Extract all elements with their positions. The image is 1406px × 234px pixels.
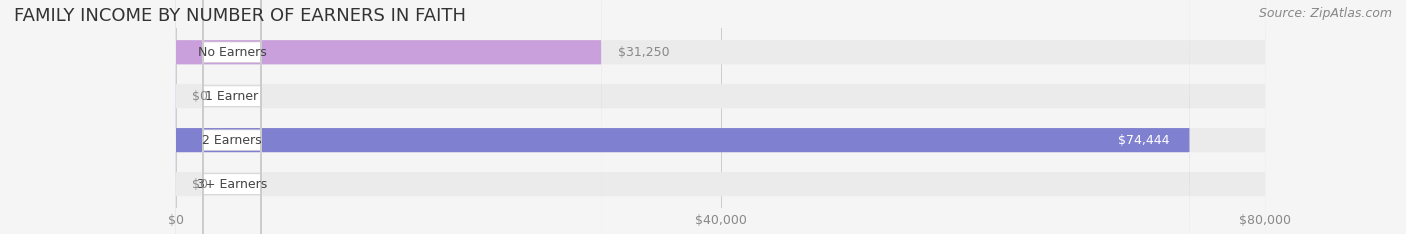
Text: 3+ Earners: 3+ Earners — [197, 178, 267, 190]
FancyBboxPatch shape — [202, 0, 262, 234]
Text: $0: $0 — [193, 90, 208, 103]
Text: 1 Earner: 1 Earner — [205, 90, 259, 103]
FancyBboxPatch shape — [176, 0, 1265, 234]
Text: $31,250: $31,250 — [617, 46, 669, 59]
FancyBboxPatch shape — [176, 0, 1189, 234]
Text: FAMILY INCOME BY NUMBER OF EARNERS IN FAITH: FAMILY INCOME BY NUMBER OF EARNERS IN FA… — [14, 7, 465, 25]
FancyBboxPatch shape — [176, 0, 1265, 234]
Text: 2 Earners: 2 Earners — [202, 134, 262, 147]
FancyBboxPatch shape — [176, 0, 1265, 234]
FancyBboxPatch shape — [176, 0, 602, 234]
FancyBboxPatch shape — [202, 0, 262, 234]
FancyBboxPatch shape — [176, 0, 1265, 234]
Text: $74,444: $74,444 — [1118, 134, 1170, 147]
Text: $0: $0 — [193, 178, 208, 190]
FancyBboxPatch shape — [202, 0, 262, 234]
FancyBboxPatch shape — [202, 0, 262, 234]
Text: No Earners: No Earners — [198, 46, 266, 59]
Text: Source: ZipAtlas.com: Source: ZipAtlas.com — [1258, 7, 1392, 20]
